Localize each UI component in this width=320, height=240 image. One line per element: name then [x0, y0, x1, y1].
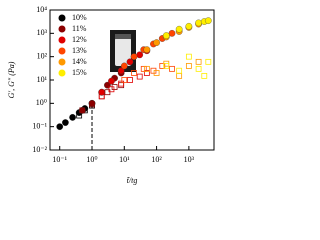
g-double-prime-marker [121, 77, 128, 83]
g-double-prime-marker [205, 58, 212, 65]
g-prime-marker [108, 77, 115, 85]
g-prime-marker [204, 17, 212, 24]
g-prime-marker [117, 67, 125, 75]
g-double-prime-marker [195, 58, 202, 65]
y-tick-label: 10⁻² [32, 145, 47, 154]
g-prime-marker [98, 88, 106, 96]
g-double-prime-marker [118, 80, 125, 87]
x-tick-label: 10⁻¹ [52, 155, 67, 164]
g-prime-marker [62, 119, 69, 126]
g-prime-marker [143, 46, 151, 53]
g-double-prime-marker [185, 63, 192, 69]
g-double-prime-marker [108, 86, 115, 93]
y-tick-label: 10¹ [37, 75, 48, 84]
g-prime-marker [78, 107, 86, 114]
legend-label: 14% [72, 57, 87, 66]
g-double-prime-marker [143, 65, 150, 72]
g-prime-marker [195, 19, 202, 27]
g-double-prime-marker [153, 70, 160, 76]
g-prime-marker [120, 62, 128, 70]
g-double-prime-marker [201, 72, 208, 79]
g-prime-marker [185, 22, 193, 30]
g-prime-marker [162, 32, 170, 39]
g-prime-marker [126, 58, 134, 66]
x-axis-label: t̃/tg [127, 176, 138, 185]
legend-label: 15% [72, 68, 87, 77]
legend-label: 12% [72, 35, 87, 44]
chart: t̃/tg G′, G″ (Pa) 10⁻¹ 10⁰ 10¹ 10² 10³ 10⁻² 10… [7, 5, 215, 185]
g-double-prime-marker [176, 72, 183, 79]
y-tick-label: 10⁰ [36, 98, 47, 107]
y-tick-label: 10³ [37, 28, 48, 37]
legend-label: 10% [72, 13, 87, 22]
g-double-prime-marker [136, 73, 143, 80]
x-tick-label: 10¹ [119, 155, 130, 164]
legend-label: 11% [72, 24, 87, 33]
legend-marker [58, 69, 66, 77]
g-prime-marker [168, 29, 176, 37]
legend-marker [58, 47, 66, 55]
g-double-prime-marker [118, 82, 125, 89]
legend-marker [58, 36, 66, 44]
g-prime-marker [69, 114, 76, 121]
legend-marker [58, 25, 66, 33]
y-tick-label: 10⁴ [36, 5, 47, 14]
g-double-prime-marker [169, 65, 175, 72]
y-tick-label: 10² [37, 51, 48, 60]
g-double-prime-marker [127, 77, 133, 83]
g-double-prime-marker [185, 53, 192, 60]
x-tick-label: 10² [151, 155, 162, 164]
g-double-prime-marker [176, 67, 183, 74]
legend-marker [58, 58, 66, 66]
x-tick-label: 10⁰ [86, 155, 97, 164]
g-double-prime-marker [140, 65, 147, 72]
g-double-prime-marker [143, 70, 150, 76]
y-axis-label: G′, G″ (Pa) [7, 61, 16, 98]
g-double-prime-marker [131, 70, 137, 76]
g-double-prime-marker [163, 63, 170, 69]
g-prime-marker [153, 39, 160, 46]
g-prime-marker [175, 25, 183, 33]
g-prime-marker [88, 99, 96, 107]
g-prime-marker [56, 123, 64, 131]
g-prime-marker [136, 51, 144, 59]
g-prime-marker [130, 53, 138, 61]
x-tick-label: 10³ [184, 155, 195, 164]
y-tick-label: 10⁻¹ [32, 121, 47, 130]
legend-marker [58, 14, 66, 22]
g-double-prime-marker [195, 65, 202, 72]
legend-label: 13% [72, 46, 87, 55]
